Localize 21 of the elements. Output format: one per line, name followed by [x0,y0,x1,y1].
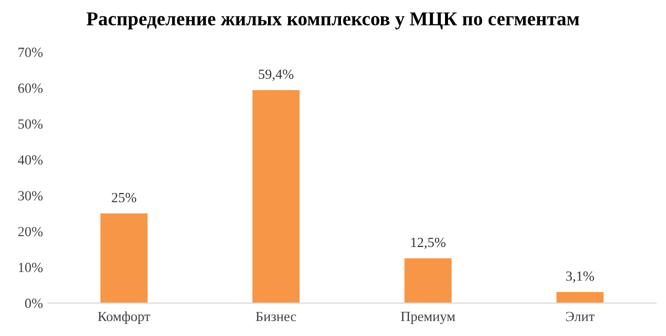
bar [100,213,148,304]
x-tick-label: Элит [566,312,595,322]
y-tick-label: 0% [25,298,43,308]
data-label: 25% [112,192,136,202]
y-tick-label: 30% [18,191,43,201]
data-label: 12,5% [411,238,446,250]
x-tick-label: Комфорт [98,311,150,324]
chart-title: Распределение жилых комплексов у МЦК по сегментам [86,12,580,30]
data-label: 59,4% [258,70,294,81]
y-tick-label: 10% [18,262,43,272]
x-tick-label: Премиум [400,312,456,324]
y-tick-label: 60% [18,84,43,93]
x-tick-label: Бизнес [256,312,296,322]
bar [556,292,604,304]
y-tick-label: 20% [18,226,43,236]
bar [252,90,300,304]
y-tick-label: 70% [18,48,43,58]
data-label: 3,1% [566,271,594,283]
y-tick-label: 50% [18,119,43,129]
bar [404,258,452,304]
y-tick-label: 40% [18,155,43,165]
